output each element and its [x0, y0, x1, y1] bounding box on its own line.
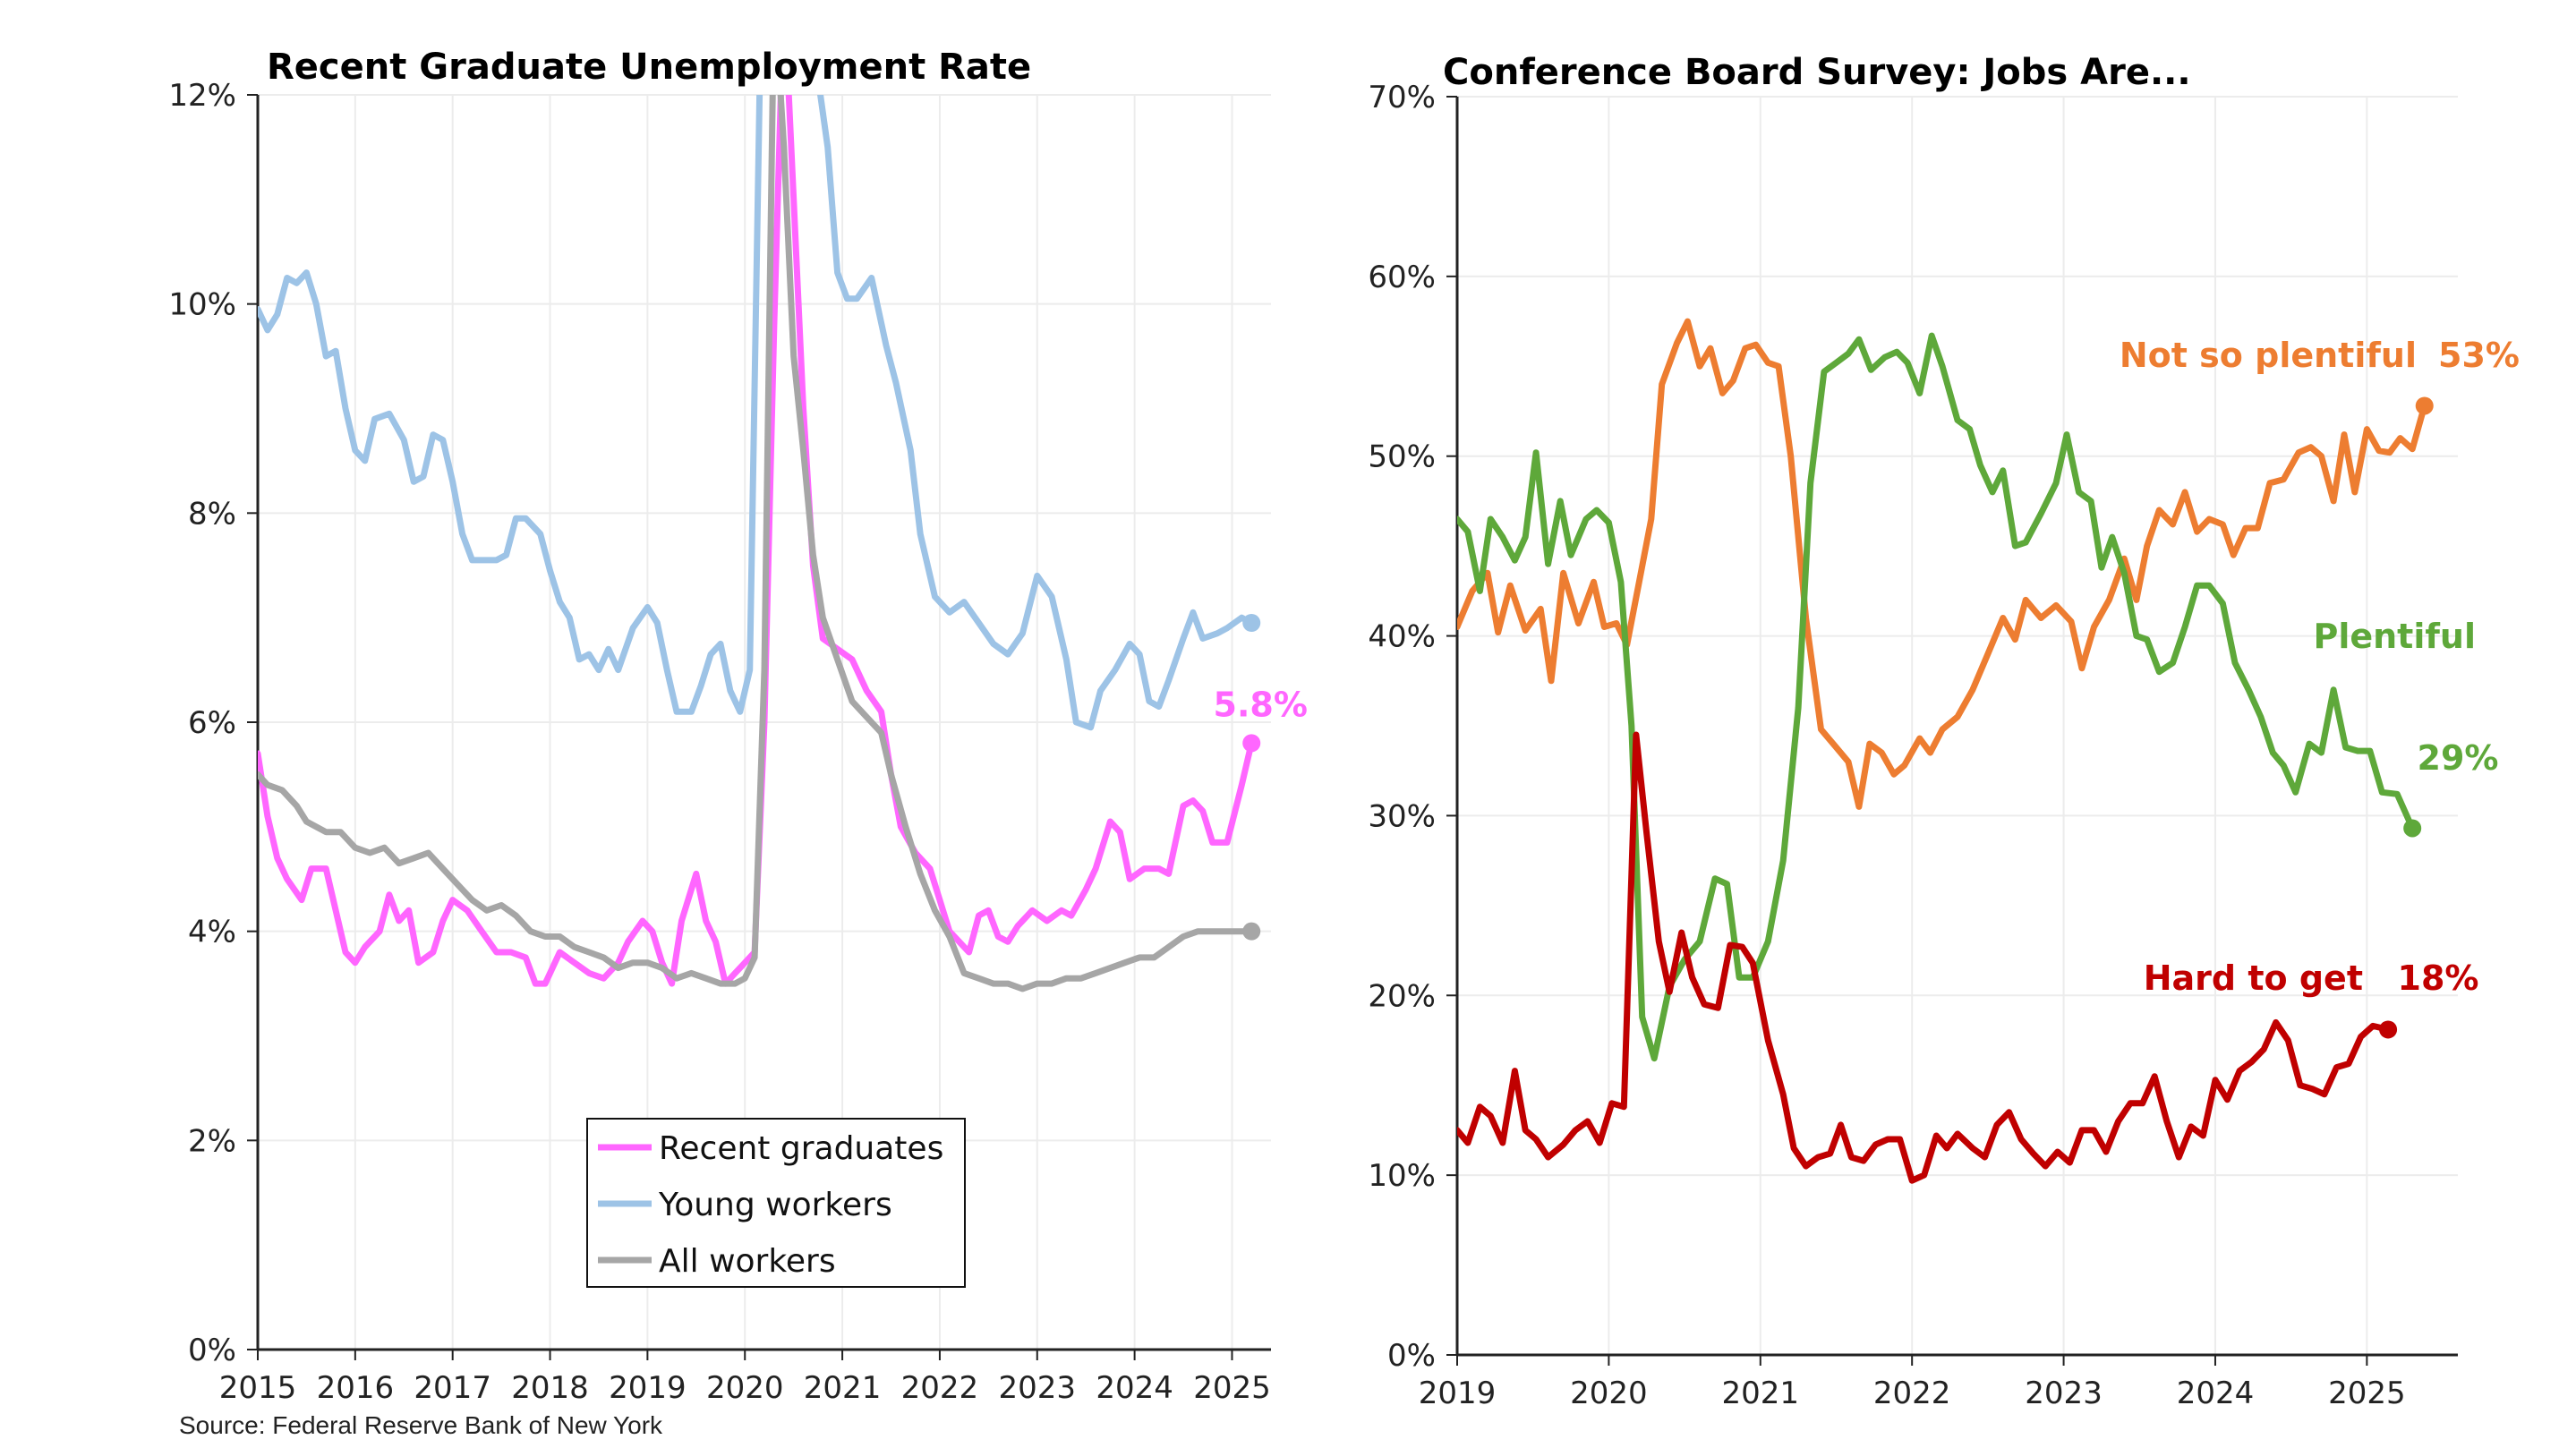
end-label-plentiful: 29%	[2418, 738, 2499, 778]
series-line-all-workers	[258, 95, 1255, 992]
left-y-tick-label: 10%	[168, 287, 236, 323]
end-label-hard-to-get: 18%	[2398, 958, 2479, 998]
left-x-tick-label: 2020	[706, 1370, 784, 1406]
left-x-tick-label: 2022	[901, 1370, 979, 1406]
end-point-recent-graduates	[1242, 734, 1261, 753]
series-label-plentiful: Plentiful	[2313, 617, 2476, 656]
left-y-tick-label: 2%	[188, 1123, 236, 1159]
left-x-tick-label: 2019	[609, 1370, 687, 1406]
end-label-recent-graduates: 5.8%	[1214, 685, 1308, 724]
left-chart-legend: Recent graduates Young workers All workers	[586, 1118, 966, 1288]
right-chart: Conference Board Survey: Jobs Are... 0% 1…	[1368, 52, 2520, 1411]
series-line-not-so-plentiful	[1457, 318, 2428, 810]
left-chart-lines	[258, 95, 1261, 992]
left-x-tick-label: 2024	[1096, 1370, 1173, 1406]
series-line-young-workers	[258, 95, 1255, 731]
end-point-not-so-plentiful	[2415, 396, 2434, 415]
right-x-tick-label: 2019	[1419, 1376, 1497, 1411]
left-chart: Recent Graduate Unemployment Rate 0% 2% 4%…	[168, 47, 1308, 1439]
left-y-tick-label: 6%	[188, 705, 236, 741]
legend-label-recent-graduates: Recent graduates	[659, 1130, 943, 1167]
legend-label-young-workers: Young workers	[658, 1187, 892, 1223]
left-y-tick-label: 4%	[188, 915, 236, 950]
right-chart-axes: 0% 10% 20% 30% 40% 50% 60% 70% 2019 2020 2021 2022 2…	[1368, 80, 2458, 1411]
source-note: Source: Federal Reserve Bank of New York	[179, 1411, 663, 1439]
left-x-tick-label: 2017	[414, 1370, 491, 1406]
left-chart-title: Recent Graduate Unemployment Rate	[267, 47, 1031, 88]
left-x-tick-label: 2023	[999, 1370, 1077, 1406]
left-x-tick-label: 2015	[219, 1370, 297, 1406]
right-x-tick-label: 2023	[2025, 1376, 2103, 1411]
right-chart-grid	[1457, 96, 2458, 1355]
end-point-hard-to-get	[2379, 1020, 2398, 1039]
right-chart-title: Conference Board Survey: Jobs Are...	[1443, 52, 2191, 93]
right-y-tick-label: 50%	[1368, 439, 1436, 475]
right-x-tick-label: 2024	[2177, 1376, 2255, 1411]
right-y-tick-label: 60%	[1368, 260, 1436, 295]
right-x-tick-label: 2025	[2328, 1376, 2406, 1411]
left-y-tick-label: 8%	[188, 496, 236, 532]
legend-label-all-workers: All workers	[659, 1243, 836, 1280]
right-y-tick-label: 40%	[1368, 619, 1436, 655]
end-point-plentiful	[2403, 819, 2422, 838]
right-y-tick-label: 20%	[1368, 978, 1436, 1014]
left-x-tick-label: 2021	[804, 1370, 882, 1406]
right-x-tick-label: 2021	[1722, 1376, 1800, 1411]
left-y-tick-label: 0%	[188, 1333, 236, 1368]
right-x-tick-label: 2020	[1570, 1376, 1648, 1411]
right-chart-lines	[1457, 318, 2434, 1184]
end-point-young-workers	[1242, 614, 1261, 633]
left-y-tick-label: 12%	[168, 78, 236, 114]
left-x-tick-label: 2016	[317, 1370, 395, 1406]
left-x-tick-label: 2025	[1193, 1370, 1271, 1406]
series-label-not-so-plentiful: Not so plentiful	[2120, 336, 2417, 375]
series-label-hard-to-get: Hard to get	[2144, 958, 2363, 998]
left-x-tick-label: 2018	[511, 1370, 589, 1406]
right-y-tick-label: 10%	[1368, 1158, 1436, 1194]
right-y-tick-label: 0%	[1387, 1338, 1436, 1374]
right-chart-annotations: Not so plentiful 53% Plentiful 29% Hard to g…	[2120, 336, 2520, 998]
end-label-not-so-plentiful: 53%	[2438, 336, 2520, 375]
end-point-all-workers	[1242, 922, 1261, 941]
series-line-hard-to-get	[1457, 731, 2392, 1184]
right-y-tick-label: 30%	[1368, 798, 1436, 834]
right-x-tick-label: 2022	[1873, 1376, 1951, 1411]
left-chart-annotations: 5.8%	[1214, 685, 1308, 724]
right-y-tick-label: 70%	[1368, 80, 1436, 115]
series-line-plentiful	[1457, 332, 2416, 1062]
left-chart-axes: 0% 2% 4% 6% 8% 10% 12% 2015 2016 2017 2018 2019 2020…	[168, 78, 1271, 1406]
